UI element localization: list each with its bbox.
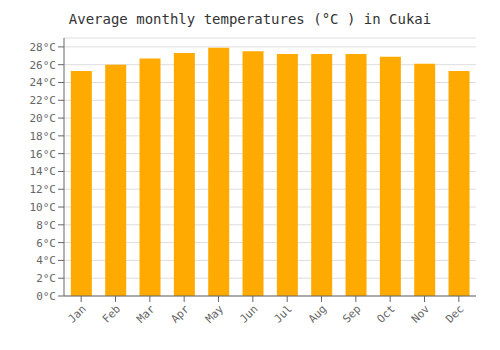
svg-text:18°C: 18°C	[30, 130, 57, 143]
svg-text:24°C: 24°C	[30, 76, 57, 89]
svg-text:Oct: Oct	[375, 302, 398, 325]
html-text:Average monthly temperatures (: Average monthly temperatures (°C ) in Cu…	[68, 11, 432, 27]
svg-text:0°C: 0°C	[36, 290, 56, 303]
svg-text:12°C: 12°C	[30, 183, 57, 196]
svg-text:Apr: Apr	[169, 302, 193, 326]
svg-text:8°C: 8°C	[36, 219, 56, 232]
svg-text:10°C: 10°C	[30, 201, 57, 214]
svg-text:Mar: Mar	[134, 302, 158, 326]
svg-text:Nov: Nov	[409, 302, 433, 326]
svg-text:14°C: 14°C	[30, 165, 57, 178]
svg-text:Feb: Feb	[100, 302, 123, 325]
svg-text:May: May	[203, 302, 227, 326]
svg-text:22°C: 22°C	[30, 94, 57, 107]
svg-text:6°C: 6°C	[36, 237, 56, 250]
svg-text:26°C: 26°C	[30, 59, 57, 72]
svg-text:28°C: 28°C	[30, 41, 57, 54]
svg-text:2°C: 2°C	[36, 272, 56, 285]
svg-text:Sep: Sep	[340, 302, 363, 325]
svg-text:Aug: Aug	[306, 302, 329, 325]
svg-text:Jul: Jul	[272, 302, 295, 325]
svg-text:16°C: 16°C	[30, 148, 57, 161]
svg-text:Dec: Dec	[443, 302, 466, 325]
svg-text:20°C: 20°C	[30, 112, 57, 125]
svg-text:4°C: 4°C	[36, 254, 56, 267]
svg-text:Jun: Jun	[237, 302, 260, 325]
svg-text:Jan: Jan	[66, 302, 89, 325]
